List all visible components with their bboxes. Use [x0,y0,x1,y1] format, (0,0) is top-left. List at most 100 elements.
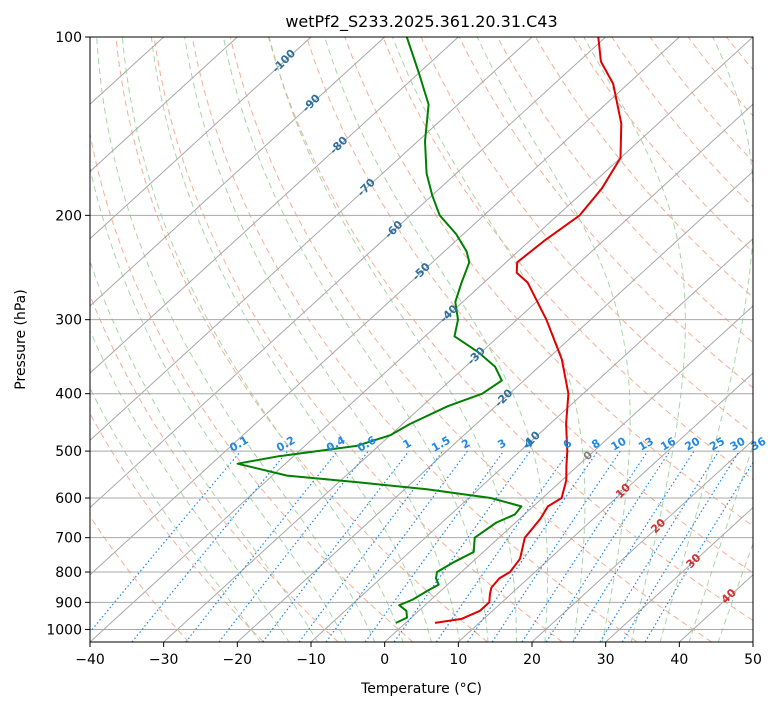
isotherm-line [90,37,238,173]
moist-adiabat [324,37,549,642]
dry-adiabat [687,37,753,117]
y-axis-label: Pressure (hPa) [13,289,29,389]
y-tick-label: 600 [55,491,82,507]
moist-adiabat [688,444,753,642]
x-tick-label: 30 [597,652,615,668]
mixing-ratio-line [599,450,720,642]
profile-lines [236,37,623,624]
isotherm-line [457,372,753,642]
mixing-ratio-line [572,450,695,642]
mixing-ratio-label: 6 [561,436,574,451]
temperature-profile-line [434,37,623,624]
isotherm-line [605,506,753,642]
mixing-ratio-line [466,450,599,642]
isotherm-line [384,305,753,642]
x-tick-label: −20 [223,652,253,668]
x-tick-label: −30 [149,652,179,668]
moist-adiabat [583,37,686,642]
dry-adiabat [268,37,753,622]
plot-frame [89,36,754,643]
moist-adiabat [659,37,753,642]
moist-adiabat [150,37,432,642]
y-tick-label: 400 [55,387,82,403]
y-tick-label: 500 [55,444,82,460]
dry-adiabat [90,412,264,642]
dry-adiabat [90,293,339,642]
dry-adiabat [765,37,775,642]
mixing-ratio-line [364,450,505,642]
y-tick-label: 1000 [46,622,82,638]
isotherm-line [90,37,312,240]
moist-adiabat [476,37,631,642]
background-lines [90,37,775,642]
dry-adiabat [496,37,753,344]
isotherm-line [90,37,680,576]
mixing-ratio-line [545,450,671,642]
moist-adiabat [121,37,404,642]
isotherm-line [90,37,607,509]
x-tick-label: −40 [75,652,105,668]
x-tick-label: 10 [449,652,467,668]
dry-adiabat [153,37,563,642]
dry-adiabat [306,37,753,574]
mixing-ratio-line [218,450,369,642]
x-tick-label: −10 [296,652,326,668]
mixing-ratio-label: 8 [589,437,602,452]
mixing-ratio-line [435,450,570,642]
mixing-ratio-line [393,450,531,642]
moist-adiabat [96,37,376,642]
line-labels: 0.1 0.2 0.4 0.6 1 1.5 2 3 4 6 8 10 13 16 20 25 30 36-100-… [227,47,768,607]
isotherm-line [310,237,753,642]
moist-adiabat [90,387,261,642]
dry-adiabat [649,37,753,163]
moist-adiabat [184,37,461,642]
moist-adiabat [90,328,290,642]
mixing-ratio-line [491,450,621,642]
x-tick-label: 20 [523,652,541,668]
x-tick-label: 50 [744,652,762,668]
dry-adiabat [382,37,753,481]
dry-adiabat [191,37,638,642]
dewpoint-profile-line [236,37,523,624]
isotherm-line [163,103,753,642]
mixing-ratio-label: 3 [495,437,508,452]
isotherm-label: -100 [269,47,298,76]
isotherm-line [90,37,753,642]
chart-title: wetPf2_S233.2025.361.20.31.C43 [285,12,557,32]
moist-adiabat [90,165,347,642]
mixing-ratio-line [262,450,410,642]
mixing-ratio-line [298,450,444,642]
dry-adiabat [90,131,414,642]
mixing-ratio-line [185,450,339,642]
y-tick-label: 100 [55,30,82,46]
mixing-ratio-line [325,450,468,642]
dry-adiabat [573,37,753,253]
y-tick-label: 900 [55,595,82,611]
dry-adiabat [229,37,712,642]
mixing-ratio-line [621,450,740,642]
mixing-ratio-line [131,450,289,642]
isotherm-line [752,641,753,642]
mixing-ratio-label: 1 [401,437,414,452]
y-tick-label: 800 [55,565,82,581]
dry-adiabat [726,37,753,71]
mixing-ratio-line [521,450,649,642]
dry-adiabat [420,37,753,435]
isotherm-line [236,170,753,642]
dry-adiabat [458,37,753,389]
moist-adiabat [717,542,753,642]
isotherm-line [90,37,459,374]
isotherm-line [90,37,386,307]
y-tick-label: 200 [55,208,82,224]
y-tick-label: 300 [55,313,82,329]
x-tick-label: 0 [380,652,389,668]
isotherm-line [90,37,533,442]
mixing-ratio-label: 2 [459,437,472,452]
isotherm-line [531,439,753,642]
moist-adiabat [90,259,319,642]
mixing-ratio-line [90,450,242,633]
moist-adiabat [268,37,517,642]
y-tick-label: 700 [55,531,82,547]
dry-adiabat [115,37,488,642]
